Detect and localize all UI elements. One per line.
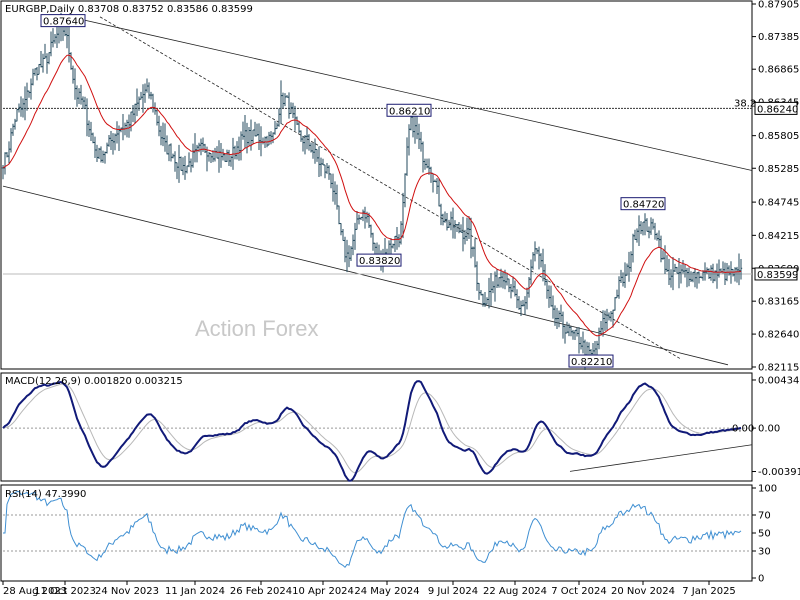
x-tick-label: 22 Aug 2024	[483, 586, 547, 597]
x-tick-label: 9 Jul 2024	[428, 586, 478, 597]
macd-trend-line	[569, 444, 753, 472]
watermark: Action Forex	[195, 316, 319, 341]
dashed-trend-line	[99, 16, 681, 359]
price-y-tick-label: 0.82640	[758, 330, 799, 341]
price-y-tick-label: 0.87905	[758, 0, 799, 11]
fib-label: 38.2	[734, 98, 756, 109]
ohlc-bars	[1, 12, 743, 370]
macd-y-tick-label: -0.003916	[758, 467, 800, 478]
price-y-tick-label: 0.82115	[758, 363, 799, 374]
fib-level-tag	[754, 101, 798, 115]
current-price-tag	[754, 267, 798, 281]
x-tick-label: 11 Jan 2024	[165, 586, 225, 597]
macd-y-tick-label: 0.004341	[758, 375, 800, 386]
price-label-box: 0.87640	[40, 14, 86, 28]
x-tick-label: 11 Oct 2023	[34, 586, 96, 597]
macd-y-tick-label: 0.00	[758, 424, 780, 435]
x-tick-label: 28 Aug 2023	[3, 586, 67, 597]
price-label-box: 0.83820	[356, 253, 402, 267]
price-label-box: 0.82210	[568, 354, 614, 368]
rsi-panel-frame	[0, 484, 753, 582]
macd-line	[2, 380, 742, 482]
price-bar	[739, 259, 743, 280]
price-label-text: 0.84720	[623, 200, 664, 211]
rsi-y-tick-label: 100	[758, 484, 777, 495]
price-y-tick-label: 0.83165	[758, 297, 799, 308]
x-tick-label: 7 Oct 2024	[551, 586, 606, 597]
x-tick-label: 10 Apr 2024	[292, 586, 354, 597]
macd-zero-label: 0.00	[732, 424, 754, 435]
x-tick-label: 24 Nov 2023	[95, 586, 159, 597]
price-y-tick-label: 0.86865	[758, 65, 799, 76]
x-tick-label: 20 Nov 2024	[611, 586, 675, 597]
upper-channel-line	[69, 16, 753, 171]
price-y-tick-label: 0.85285	[758, 164, 799, 175]
x-tick-label: 26 Feb 2024	[230, 586, 292, 597]
price-header: EURGBP,Daily 0.83708 0.83752 0.83586 0.8…	[5, 4, 253, 15]
lower-channel-line	[2, 185, 729, 366]
macd-layer	[2, 380, 753, 482]
macd-panel-frame	[0, 372, 753, 482]
price-label-text: 0.82210	[571, 357, 612, 368]
price-label-box: 0.84720	[620, 197, 666, 211]
price-label-text: 0.87640	[43, 17, 84, 28]
macd-header: MACD(12,26,9) 0.001820 0.003215	[5, 376, 183, 387]
rsi-y-tick-label: 70	[758, 511, 771, 522]
price-layer: 38.2 0.87640 0.86210 0.83820 0.84720 0.82210	[1, 12, 756, 370]
price-y-tick-label: 0.84745	[758, 198, 799, 209]
rsi-y-tick-label: 0	[758, 574, 764, 585]
price-label-text: 0.83820	[359, 256, 400, 267]
price-panel-frame	[0, 0, 753, 370]
price-label-text: 0.86210	[389, 106, 430, 117]
moving-average-line	[2, 54, 742, 337]
current-price-tag-text: 0.83599	[757, 270, 798, 281]
price-label-box: 0.86210	[386, 103, 432, 117]
price-y-tick-label: 0.85805	[758, 131, 799, 142]
x-tick-label: 7 Jan 2025	[682, 586, 736, 597]
rsi-layer	[3, 490, 752, 569]
rsi-line	[3, 490, 742, 569]
rsi-y-tick-label: 30	[758, 547, 771, 558]
fib-level-tag-text: 0.86240	[757, 104, 798, 115]
macd-signal-line	[2, 383, 742, 474]
x-tick-label: 24 May 2024	[354, 586, 419, 597]
rsi-y-tick-label: 50	[758, 529, 771, 540]
rsi-header: RSI(14) 47.3990	[5, 489, 86, 500]
price-y-tick-label: 0.84215	[758, 231, 799, 242]
price-y-tick-label: 0.87385	[758, 32, 799, 43]
